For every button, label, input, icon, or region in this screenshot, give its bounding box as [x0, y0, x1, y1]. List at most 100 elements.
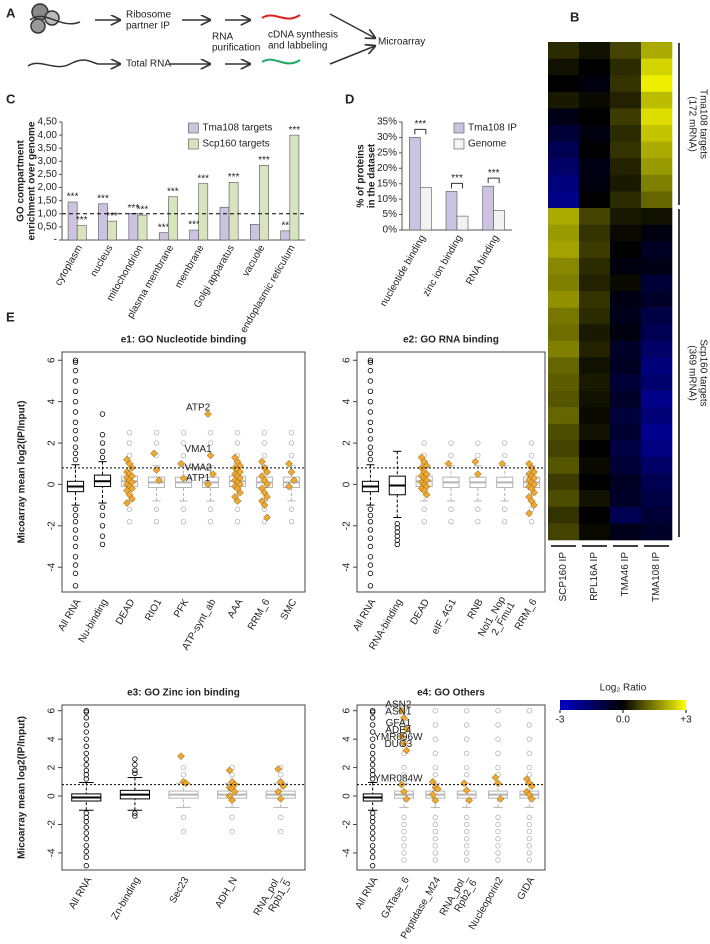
- heatmap-cell: [548, 91, 580, 109]
- significance-label: ***: [137, 205, 149, 216]
- outlier: [83, 729, 89, 735]
- highlight-point: [474, 470, 482, 478]
- heatmap-cell: [610, 506, 642, 524]
- y-tick-label: 25%: [377, 147, 397, 158]
- outlier: [72, 456, 79, 463]
- significance-label: ***: [451, 173, 463, 184]
- bar: [409, 137, 421, 231]
- outlier: [495, 814, 501, 821]
- outlier: [526, 821, 533, 828]
- outlier: [83, 750, 89, 757]
- heatmap-cell: [610, 407, 642, 425]
- outlier: [367, 583, 374, 589]
- outlier: [207, 429, 214, 436]
- highlight-point: [496, 795, 505, 803]
- outlier: [495, 857, 501, 863]
- outlier: [432, 707, 439, 714]
- heatmap-cell: [548, 307, 580, 325]
- outlier: [401, 857, 407, 863]
- heatmap-cell: [641, 91, 673, 109]
- heatmap-cell: [641, 490, 673, 508]
- heatmap-cell: [610, 158, 642, 176]
- outlier: [367, 444, 374, 450]
- heatmap-cell: [641, 141, 673, 159]
- point-annotation: GFA1: [386, 718, 412, 729]
- highlight-point: [206, 451, 215, 460]
- heatmap-cell: [610, 473, 642, 491]
- bar: [493, 210, 505, 231]
- outlier: [288, 518, 295, 525]
- chart-title: e1: GO Nucleotide binding: [121, 335, 247, 346]
- outlier: [367, 398, 374, 405]
- outlier: [72, 444, 79, 450]
- outlier: [526, 750, 533, 757]
- outlier: [99, 512, 106, 519]
- outlier: [401, 722, 407, 728]
- point-annotation: ADE4: [385, 725, 412, 736]
- outlier: [229, 828, 235, 835]
- outlier: [99, 541, 106, 548]
- highlight-point: [274, 787, 283, 796]
- highlight-point: [397, 706, 406, 715]
- heatmap-cell: [579, 374, 611, 391]
- significance-label: ***: [167, 186, 179, 197]
- heatmap-cell: [610, 523, 642, 541]
- outlier: [367, 570, 374, 577]
- outlier: [421, 518, 427, 525]
- highlight-point: [402, 746, 411, 755]
- highlight-point: [491, 773, 500, 782]
- bar: [420, 187, 432, 231]
- heatmap-cell: [548, 324, 580, 342]
- highlight-point: [233, 497, 242, 505]
- outlier: [72, 378, 79, 384]
- outlier: [401, 843, 407, 849]
- heatmap-cell: [548, 390, 580, 408]
- outlier: [495, 764, 501, 771]
- outlier: [502, 440, 508, 446]
- outlier: [72, 506, 79, 512]
- highlight-point: [279, 782, 288, 790]
- heatmap-cell: [548, 357, 580, 375]
- heatmap-cell: [610, 357, 642, 375]
- x-tick-label: zinc ion binding: [421, 233, 465, 298]
- x-tick-label: GIDA: [515, 875, 537, 902]
- y-tick-label: 0: [342, 793, 353, 799]
- y-tick-label: 0: [47, 793, 58, 799]
- outlier: [502, 506, 508, 512]
- x-tick-label: RRM_6: [513, 597, 540, 632]
- outlier: [72, 388, 79, 395]
- column-label: RPL16A IP: [589, 552, 600, 601]
- outlier: [99, 523, 106, 529]
- group-label: Tma108 targets(172 mRNA): [687, 89, 709, 159]
- bar: [289, 134, 300, 241]
- y-tick-label: 6: [47, 707, 58, 713]
- outlier: [180, 828, 187, 835]
- outlier: [432, 736, 439, 742]
- outlier: [207, 518, 214, 525]
- outlier: [369, 707, 376, 714]
- y-tick-label: 3,50: [38, 143, 58, 154]
- bar: [128, 212, 139, 241]
- bar: [76, 225, 87, 241]
- significance-label: ***: [258, 155, 270, 166]
- highlight-point: [228, 796, 236, 805]
- outlier: [528, 506, 535, 512]
- bar: [250, 223, 260, 241]
- significance-label: ***: [97, 193, 109, 204]
- heatmap-cell: [641, 191, 673, 209]
- heatmap-cell: [610, 191, 642, 209]
- legend-label: Scp160 targets: [202, 139, 269, 150]
- x-tick-label: RNA_pol_Rpb1_5: [251, 872, 293, 923]
- highlight-point: [263, 513, 271, 522]
- outlier: [72, 518, 79, 525]
- outlier: [83, 743, 89, 749]
- outlier: [99, 440, 106, 446]
- heatmap-cell: [579, 42, 611, 59]
- significance-label: ***: [228, 172, 240, 183]
- highlight-point: [422, 490, 431, 499]
- heatmap-cell: [548, 58, 580, 76]
- highlight-point: [128, 484, 136, 493]
- heatmap-cell: [548, 158, 580, 176]
- y-tick-label: 35%: [377, 117, 397, 128]
- outlier: [153, 506, 160, 512]
